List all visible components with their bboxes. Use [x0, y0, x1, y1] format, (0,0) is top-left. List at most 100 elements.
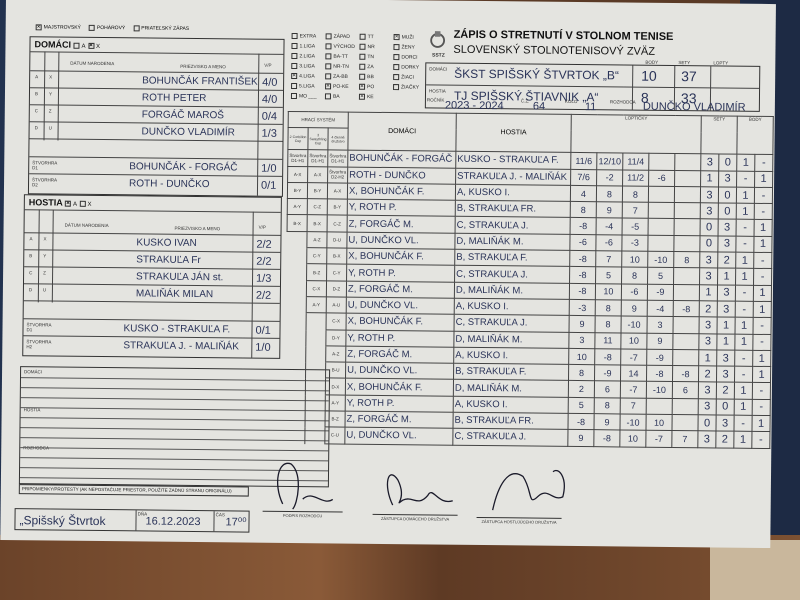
checkbox[interactable] [325, 63, 332, 70]
home-player: Y, ROTH P. [345, 329, 455, 348]
league-option[interactable]: × PO [359, 83, 374, 90]
guest-player: A, KUSKO I. [455, 184, 571, 202]
checkbox[interactable] [325, 33, 332, 40]
guest-player: STRAKUĽA J. - MALIŇÁK [455, 167, 571, 186]
home-player: Z, FORGÁČ M. [345, 345, 454, 364]
checkbox[interactable] [393, 64, 400, 71]
league-option[interactable]: 2.liga [291, 52, 315, 60]
option-label: BB [367, 74, 374, 81]
time: 17⁰⁰ [225, 516, 247, 529]
checkbox[interactable] [359, 73, 366, 80]
guest-title: HOSTIA × A X [28, 197, 92, 208]
match-point: - [752, 382, 771, 400]
set-score [646, 397, 673, 415]
checkbox-a[interactable] [73, 42, 80, 49]
league-option[interactable]: MO ___ [290, 92, 317, 100]
league-option[interactable]: BB [359, 73, 374, 81]
checkbox[interactable] [359, 63, 366, 70]
checkbox[interactable] [359, 33, 366, 40]
league-option[interactable]: 3.liga [291, 62, 315, 70]
league-option[interactable]: × KE [358, 93, 374, 100]
match-point: - [754, 154, 773, 172]
league-option[interactable]: Dorci [393, 54, 418, 61]
vp-col-label: V/P [258, 224, 266, 230]
league-option[interactable]: TT [359, 33, 374, 40]
guest-player: B, STRAKUĽA F. [453, 363, 569, 381]
set-score: -6 [621, 283, 648, 301]
checkbox[interactable] [88, 24, 95, 31]
league-option[interactable]: TN [359, 53, 374, 60]
league-option[interactable]: 1.liga [291, 42, 315, 50]
checkbox[interactable] [291, 82, 298, 90]
checkbox[interactable] [325, 73, 332, 80]
league-option[interactable]: ZA [359, 63, 374, 70]
sets-won: 2 [715, 431, 734, 448]
system-pairing [286, 312, 307, 330]
checkbox[interactable] [359, 43, 366, 50]
league-option[interactable]: × 4.liga [291, 72, 315, 80]
guest-player: C, STRAKUĽA J. [452, 428, 568, 447]
checkbox[interactable] [393, 84, 400, 91]
checkbox[interactable]: × [325, 83, 332, 90]
checkbox[interactable] [133, 25, 140, 32]
league-option[interactable]: 5.liga [291, 82, 315, 90]
competition-type-option[interactable]: Priateľský zápas [133, 25, 189, 32]
system-pairing: C-Z [307, 198, 328, 216]
checkbox[interactable] [291, 52, 298, 60]
league-checkboxes: Extra 1.liga 2.liga 3.liga × 4.liga 5.liga MO _… [290, 32, 427, 104]
checkbox[interactable]: × [358, 93, 365, 100]
checkbox[interactable] [393, 54, 400, 61]
checkbox[interactable] [325, 43, 332, 50]
match-point: 1 [735, 317, 754, 334]
checkbox[interactable] [324, 93, 331, 100]
sets-won: 0 [718, 186, 737, 204]
league-option[interactable]: Žiačky [393, 84, 419, 91]
competition-type-option[interactable]: Pohárový [88, 24, 125, 32]
checkbox[interactable] [290, 92, 297, 100]
checkbox[interactable] [291, 32, 298, 40]
league-option[interactable]: Západ [325, 33, 350, 40]
doubles-row: ŠTVORHRA H2 STRAKUĽA J. - MALIŇÁK 1/0 [23, 335, 280, 354]
league-option[interactable]: × PO-KE [325, 83, 349, 90]
checkbox[interactable]: × [359, 83, 366, 90]
checkbox[interactable] [291, 42, 298, 50]
league-option[interactable]: BA-TT [325, 53, 348, 60]
checkbox[interactable]: × [291, 72, 298, 80]
checkbox-a[interactable]: × [64, 200, 72, 207]
league-option[interactable]: NR [359, 43, 375, 50]
league-option[interactable]: NR-TN [325, 63, 349, 70]
name-col-label: PRIEZVISKO A MENO [174, 225, 221, 232]
matches-table: HRACÍ SYSTÉM DOMÁCI HOSTIA LOPTIČKY SETY BODY… [284, 111, 774, 449]
guest-player: D, MALIŇÁK M. [453, 330, 570, 349]
league-option[interactable]: Žiaci [393, 74, 414, 81]
checkbox[interactable]: × [35, 24, 42, 31]
league-option[interactable]: Východ [325, 43, 355, 50]
home-player: U, DUNČKO VL. [345, 362, 454, 380]
checkbox-x[interactable] [79, 200, 86, 207]
guest-player: B, STRAKUĽA FR. [455, 200, 571, 218]
checkbox[interactable] [393, 74, 400, 81]
competition-type-option[interactable]: × Majstrovský [35, 24, 81, 31]
set-score [648, 153, 675, 171]
option-label: Dorky [401, 64, 420, 71]
checkbox[interactable] [393, 44, 400, 51]
league-option[interactable]: Extra [291, 32, 317, 40]
league-option[interactable]: × Muži [393, 34, 414, 41]
league-option[interactable]: BA [324, 93, 340, 100]
checkbox[interactable] [359, 53, 366, 60]
home-label: DOMÁCI [429, 66, 448, 72]
checkbox[interactable]: × [393, 34, 400, 41]
system-pairing: Štvorhra D1-H1 [307, 149, 328, 167]
league-option[interactable]: Ženy [393, 44, 415, 51]
sets-won: 3 [718, 170, 737, 188]
league-option[interactable]: ZA-BB [325, 73, 348, 80]
checkbox[interactable] [325, 53, 332, 60]
checkbox-x[interactable]: × [88, 42, 95, 49]
league-option[interactable]: Dorky [393, 64, 419, 71]
sets-won: 3 [699, 251, 718, 269]
option-label: Východ [333, 43, 355, 50]
signatures [276, 462, 565, 511]
checkbox[interactable] [291, 62, 298, 70]
